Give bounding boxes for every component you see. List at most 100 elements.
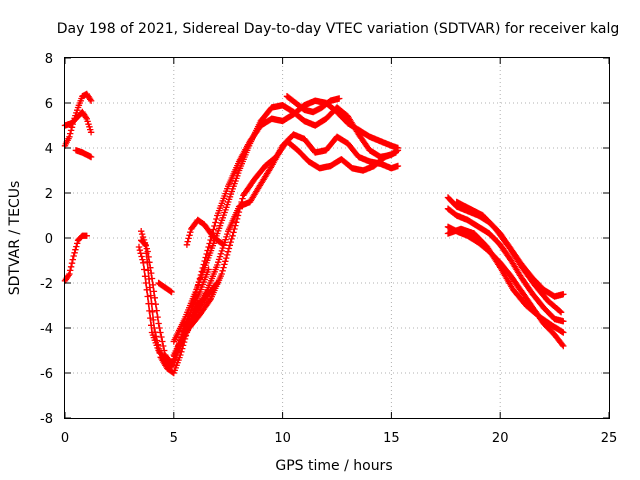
data-point — [65, 272, 72, 279]
series-10 — [170, 102, 402, 345]
data-point — [72, 246, 79, 253]
data-point — [141, 266, 148, 273]
data-point — [187, 229, 194, 236]
data-point — [151, 324, 158, 332]
data-point — [87, 129, 95, 136]
data-point — [136, 247, 144, 254]
data-point — [145, 275, 153, 283]
data-point — [205, 243, 212, 251]
data-point — [138, 230, 146, 238]
data-point — [229, 232, 236, 239]
data-point — [160, 342, 167, 350]
data-point — [68, 124, 76, 131]
plot-frame — [64, 57, 610, 419]
data-point — [154, 313, 161, 321]
y-tick-label: 6 — [45, 97, 53, 112]
data-point — [71, 249, 78, 257]
data-point — [141, 240, 148, 247]
data-point — [156, 349, 163, 357]
data-point — [222, 258, 229, 265]
data-point — [392, 149, 399, 156]
data-point — [144, 293, 151, 300]
data-point — [239, 195, 246, 202]
data-point — [143, 250, 150, 257]
data-point — [153, 307, 160, 314]
y-axis-label: SDTVAR / TECUs — [7, 181, 23, 296]
data-point — [559, 341, 566, 348]
data-point — [82, 114, 90, 121]
series-track — [447, 208, 564, 323]
data-point — [212, 219, 219, 226]
data-point — [224, 248, 232, 255]
data-point — [137, 250, 144, 257]
data-point — [218, 247, 226, 255]
data-point — [159, 338, 166, 345]
y-tick-label: 4 — [45, 142, 53, 157]
data-point — [146, 284, 154, 291]
data-point — [73, 243, 80, 250]
data-point — [233, 219, 240, 226]
data-point — [153, 337, 161, 344]
series-4 — [61, 232, 90, 284]
data-point — [215, 259, 222, 266]
data-point — [557, 309, 565, 316]
data-point — [147, 292, 154, 299]
data-point — [87, 96, 94, 103]
series-18 — [444, 225, 567, 336]
y-tick-label: 8 — [45, 52, 53, 67]
data-point — [135, 243, 143, 251]
data-point — [150, 288, 158, 295]
data-point — [139, 256, 146, 263]
data-point — [217, 250, 225, 257]
data-point — [226, 242, 233, 249]
series-15 — [444, 194, 567, 300]
data-point — [66, 270, 73, 278]
data-point — [213, 215, 220, 223]
data-point — [155, 345, 163, 353]
data-point — [140, 259, 147, 266]
x-tick-label: 25 — [601, 431, 618, 446]
data-point — [210, 226, 217, 233]
data-point — [560, 291, 567, 298]
data-point — [142, 241, 149, 248]
series-8 — [155, 279, 175, 296]
data-point — [70, 252, 77, 260]
series-14 — [283, 93, 343, 116]
data-point — [67, 263, 75, 270]
series-2 — [61, 90, 95, 149]
data-point — [151, 294, 158, 301]
series-12 — [181, 131, 402, 334]
x-tick-label: 20 — [492, 431, 509, 446]
data-point — [560, 329, 567, 336]
y-tick-label: -2 — [40, 277, 53, 292]
data-point — [185, 235, 192, 242]
x-tick-label: 10 — [274, 431, 291, 446]
data-point — [218, 270, 225, 278]
series-13 — [183, 216, 227, 248]
x-tick-label: 0 — [61, 431, 69, 446]
data-point — [222, 236, 229, 243]
data-point — [141, 273, 149, 280]
data-point — [557, 308, 564, 315]
data-point — [220, 241, 227, 248]
data-point — [87, 153, 95, 161]
data-point — [69, 120, 76, 128]
series-16 — [444, 205, 567, 325]
data-point — [74, 240, 81, 247]
x-tick-label: 15 — [383, 431, 400, 446]
data-point — [67, 127, 75, 134]
data-point — [216, 253, 224, 260]
data-point — [219, 240, 227, 248]
y-tick-label: -8 — [40, 412, 53, 427]
series-3 — [72, 147, 95, 161]
data-point — [214, 261, 221, 269]
data-point — [138, 253, 145, 260]
data-point — [184, 238, 191, 245]
data-point — [225, 245, 233, 252]
data-point — [69, 256, 76, 263]
data-point — [87, 97, 95, 104]
x-axis-label: GPS time / hours — [275, 458, 392, 474]
data-point — [86, 123, 93, 130]
data-point — [228, 235, 235, 243]
